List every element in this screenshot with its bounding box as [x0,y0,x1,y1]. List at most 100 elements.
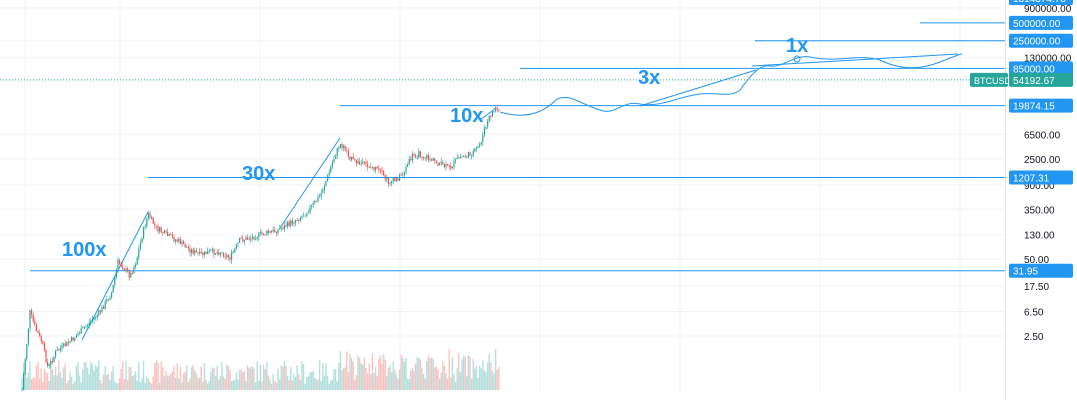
candle-body [304,215,306,217]
volume-bar [112,366,114,390]
candle-body [331,162,333,168]
volume-bar [349,353,351,390]
volume-bar [382,354,385,390]
candle-body [235,244,237,249]
candle-body [439,163,441,166]
candle-body [66,341,68,347]
volume-bar [299,379,302,390]
volume-bar [285,365,287,390]
candle-body [394,177,396,181]
candle-body [72,337,74,341]
candle-body [455,159,457,161]
level-price-tag [1009,170,1073,185]
candle-body [255,238,257,240]
volume-bar [45,372,47,390]
volume-bar [458,353,460,390]
candle-body [448,165,450,167]
volume-bar [261,381,263,390]
candle-body [307,212,309,214]
candle-body [107,299,109,301]
candle-body [365,161,367,165]
volume-bar [275,382,278,390]
candle-body [211,249,213,251]
volume-bar [221,361,223,390]
volume-bar [403,361,406,390]
volume-bar [291,380,294,390]
candle-body [31,310,33,315]
candle-body [395,178,397,181]
volume-bar [309,372,311,390]
volume-bar [96,366,98,390]
candle-body [362,161,364,164]
volume-bar [66,383,68,390]
volume-bar [78,375,81,390]
volume-bar [334,369,337,390]
candle-body [216,252,218,254]
volume-bar [134,371,137,390]
volume-bar [202,381,204,390]
volume-bar [336,381,338,390]
volume-bar [99,379,102,390]
candle-body [141,238,143,243]
volume-bar [368,363,370,390]
volume-bar [187,381,190,390]
volume-bar [170,374,172,390]
volume-bar [27,372,30,390]
volume-bar [488,353,490,390]
volume-bar [480,368,482,390]
level-price-tag [1009,33,1073,48]
volume-bar [360,363,362,390]
volume-bar [91,364,94,390]
volume-bar [395,374,398,390]
volume-bar [227,365,230,390]
volume-bar [310,372,313,390]
volume-bar [341,370,343,390]
candle-body [74,337,76,341]
volume-bar [218,379,220,390]
candle-body [411,153,413,161]
volume-bar [453,373,455,390]
volume-bar [405,358,407,390]
volume-bar [301,361,303,390]
volume-bar [358,357,361,390]
volume-bar [222,376,225,390]
volume-bar [163,376,166,390]
volume-bar [166,375,169,390]
level-price-label: 250000.00 [1013,37,1061,48]
volume-bar [213,368,215,390]
candle-body [266,230,268,235]
candle-body [311,205,313,207]
volume-bar [133,374,135,390]
volume-bar [363,357,366,390]
candle-body [199,251,201,254]
volume-bar [149,381,151,390]
price-axis[interactable]: 2500000.001500000.00900000.00250000.0013… [970,0,1077,400]
candle-body [341,143,343,148]
candle-body [330,167,332,173]
candle-body [447,164,449,166]
candle-body [368,166,370,168]
candle-body [496,107,498,110]
volume-bar [64,364,66,390]
volume-bar [456,368,458,390]
candle-body [189,248,191,253]
candle-body [288,221,290,226]
candle-body [128,271,130,278]
candle-body [154,223,156,226]
volume-bar [253,368,255,390]
candle-body [139,242,141,250]
candle-body [399,174,401,181]
candle-body [227,255,229,258]
candle-body [397,178,399,181]
candle-body [347,151,349,157]
volume-bar [270,383,273,390]
candle-body [56,349,58,352]
volume-bar [224,378,226,390]
candle-body [416,157,418,159]
volume-bar [70,376,73,390]
volume-bar [328,383,330,390]
y-tick-label: 900000.00 [1024,4,1072,15]
candle-body [336,148,338,157]
